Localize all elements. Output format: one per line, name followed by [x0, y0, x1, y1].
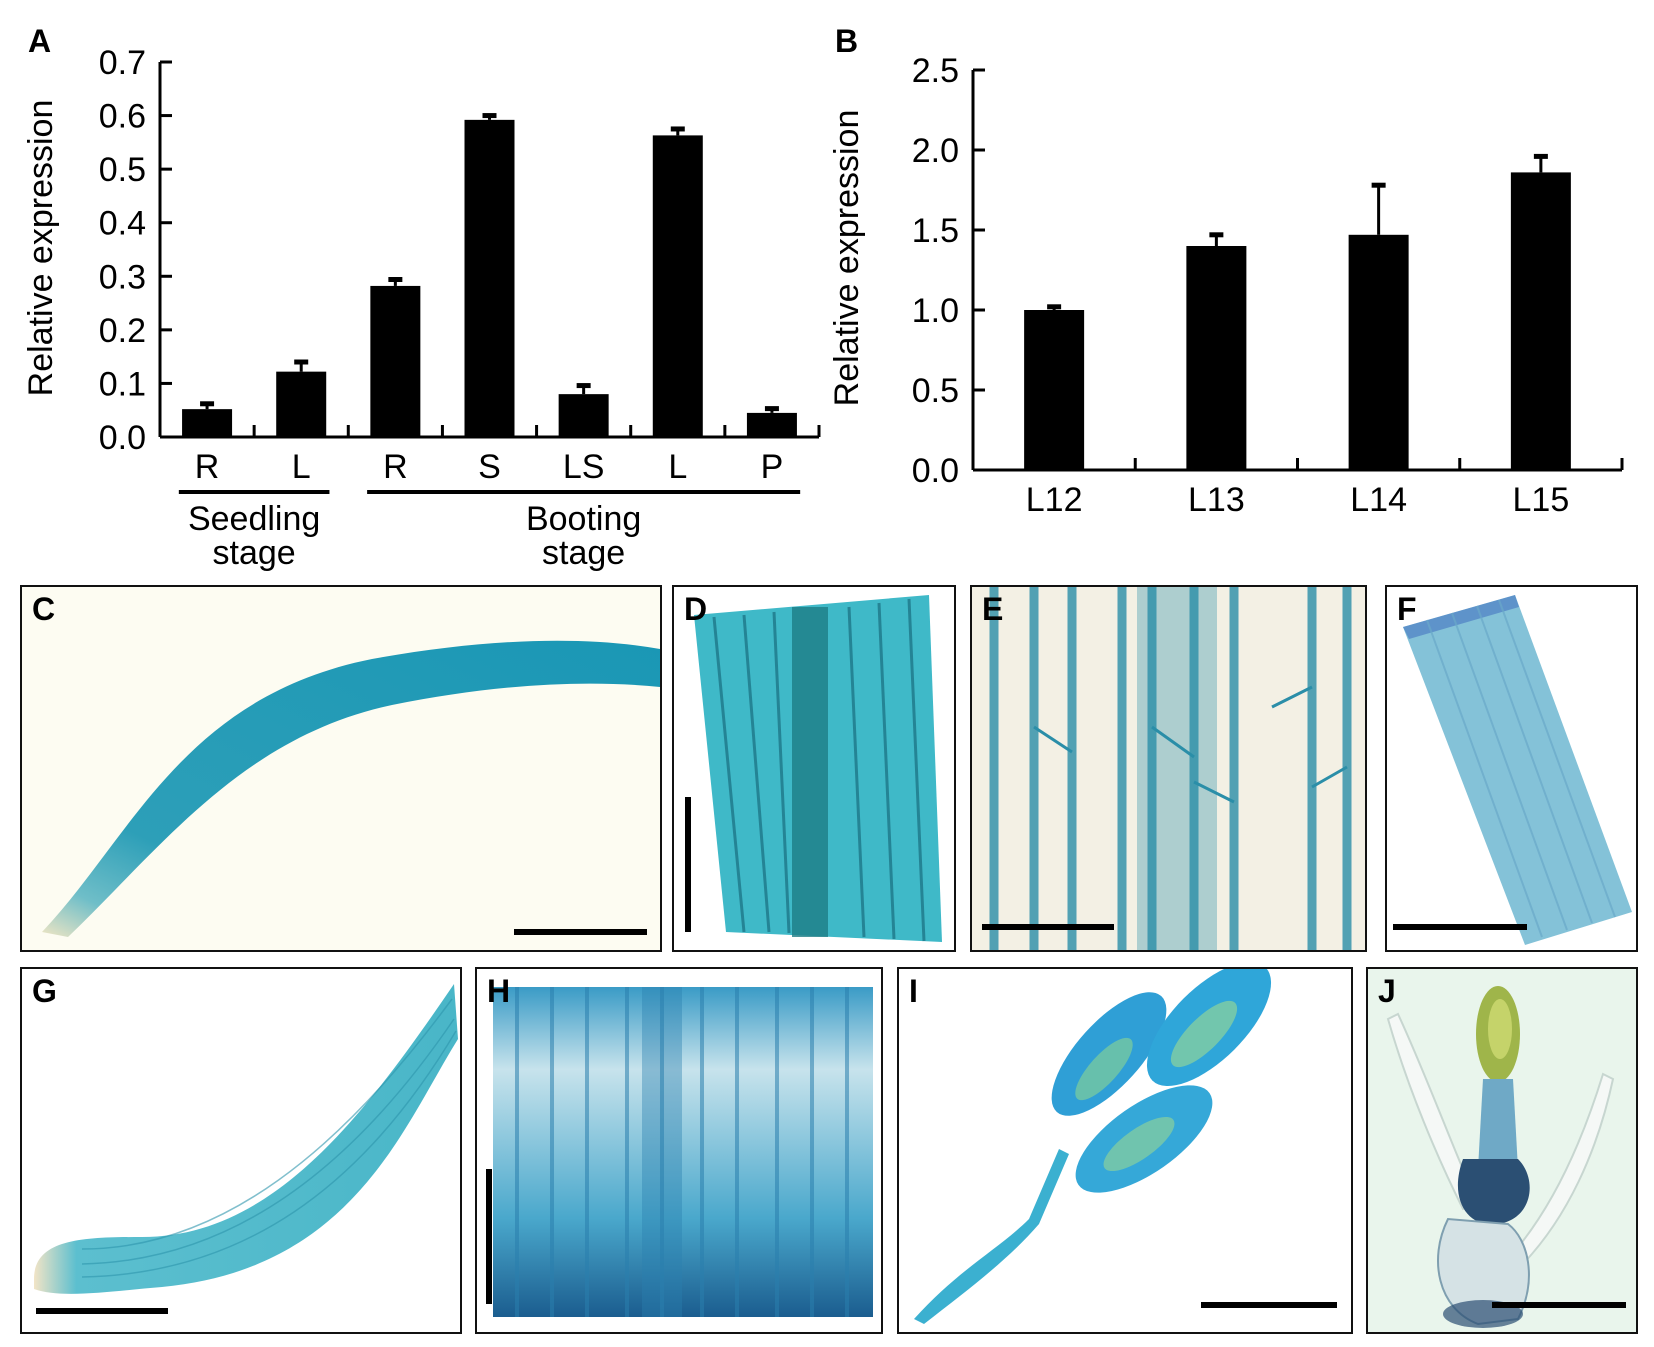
- panel-label-i: I: [909, 973, 918, 1009]
- panel-c-root: C: [20, 585, 662, 952]
- y-tick-label: 0.5: [912, 372, 959, 410]
- bar: [276, 371, 327, 437]
- y-axis-label-a: Relative expression: [22, 100, 60, 397]
- y-tick-label: 0.7: [99, 44, 146, 82]
- x-tick-label: LS: [563, 448, 605, 486]
- stem-illustration: [34, 984, 458, 1314]
- panel-f-leaf-sheath: F: [1385, 585, 1638, 952]
- leaf-detail-illustration: [982, 587, 1352, 950]
- group-label: stage: [213, 534, 296, 572]
- root-illustration: [42, 640, 660, 937]
- x-tick-label: P: [761, 448, 784, 486]
- bar: [370, 285, 421, 437]
- panel-i-spikelet: I: [897, 967, 1353, 1334]
- chart-b: B Relative expression 0.0 0.5 1.0 1.5 2.0 2.5…: [828, 23, 1624, 519]
- x-tick-label: R: [383, 448, 408, 486]
- x-tick-label: L12: [1026, 481, 1083, 519]
- y-tick-label: 0.6: [99, 98, 146, 136]
- sheath-base-illustration: [486, 987, 873, 1317]
- x-tick-label: L15: [1513, 481, 1570, 519]
- leaf-sheath-illustration: [1393, 595, 1632, 945]
- bar: [1186, 246, 1247, 470]
- x-tick-label: L14: [1350, 481, 1407, 519]
- y-tick-label: 1.0: [912, 292, 959, 330]
- y-tick-label: 2.5: [912, 52, 959, 90]
- panel-label-d: D: [684, 591, 708, 627]
- panel-label-b: B: [835, 23, 858, 59]
- panel-h-sheath-base: H: [475, 967, 883, 1334]
- x-tick-label: L: [668, 448, 687, 486]
- panel-label-j: J: [1378, 973, 1396, 1009]
- panel-label-f: F: [1397, 591, 1417, 627]
- y-tick-label: 0.1: [99, 365, 146, 403]
- charts-area: A Relative expression 0.0 0.1 0.2 0.3 0.4 0.5…: [22, 23, 1624, 572]
- leaf-illustration: [685, 595, 942, 942]
- bar: [1510, 172, 1571, 470]
- y-tick-label: 0.0: [912, 452, 959, 490]
- y-tick-label: 0.2: [99, 312, 146, 350]
- bar: [652, 135, 703, 437]
- y-tick-label: 0.4: [99, 205, 146, 243]
- x-tick-label: S: [478, 448, 501, 486]
- panel-e-leaf-detail: E: [970, 585, 1367, 952]
- panel-label-c: C: [32, 591, 56, 627]
- panel-label-h: H: [487, 973, 511, 1009]
- panel-label-e: E: [982, 591, 1004, 627]
- x-tick-label: L: [292, 448, 311, 486]
- bar: [1024, 310, 1085, 470]
- seedling-illustration: [1386, 986, 1626, 1328]
- chart-a: A Relative expression 0.0 0.1 0.2 0.3 0.4 0.5…: [22, 23, 821, 572]
- x-tick-label: R: [195, 448, 220, 486]
- y-tick-label: 0.3: [99, 258, 146, 296]
- panel-label-a: A: [28, 23, 51, 59]
- panel-d-leaf: D: [672, 585, 956, 952]
- bar: [558, 394, 609, 437]
- panel-g-stem: G: [20, 967, 462, 1334]
- bar: [746, 412, 797, 437]
- group-label: stage: [542, 534, 625, 572]
- y-axis-label-b: Relative expression: [828, 110, 866, 407]
- panel-label-g: G: [32, 973, 57, 1009]
- bar: [182, 409, 233, 437]
- spikelet-illustration: [914, 969, 1337, 1324]
- y-tick-label: 1.5: [912, 212, 959, 250]
- x-tick-label: L13: [1188, 481, 1245, 519]
- y-tick-label: 0.5: [99, 151, 146, 189]
- group-label: Booting: [526, 500, 641, 538]
- group-label: Seedling: [188, 500, 320, 538]
- bar: [1348, 234, 1409, 470]
- y-tick-label: 0.0: [99, 419, 146, 457]
- bar: [464, 119, 515, 437]
- panel-j-seedling: J: [1366, 967, 1638, 1334]
- y-tick-label: 2.0: [912, 132, 959, 170]
